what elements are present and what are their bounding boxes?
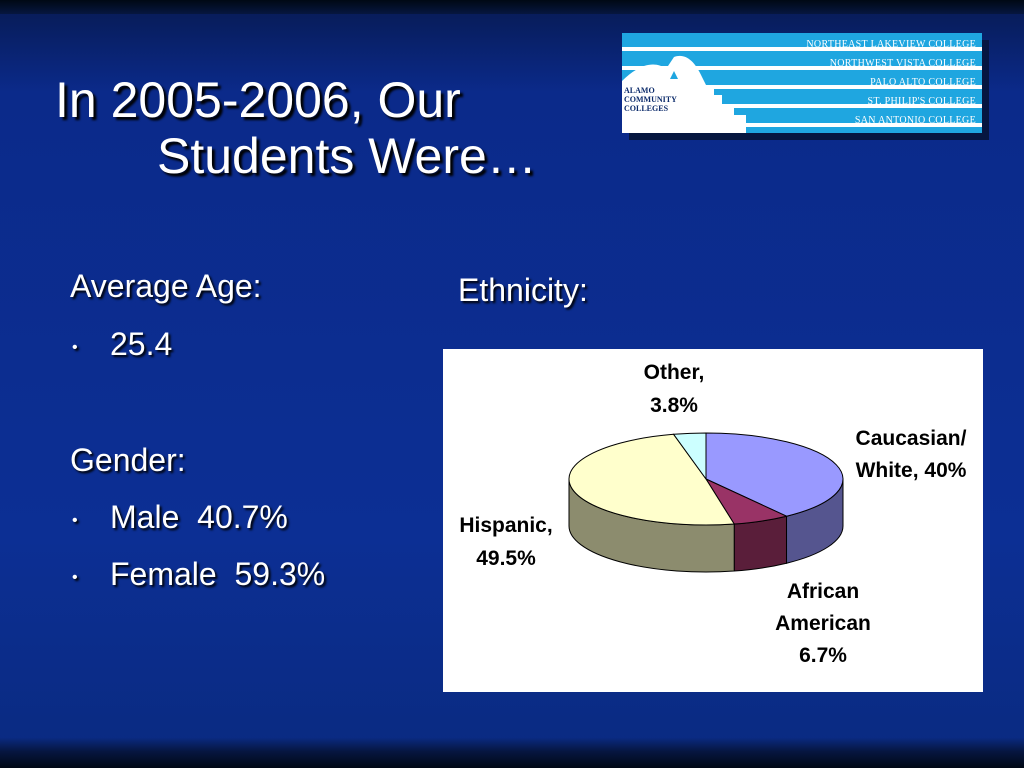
logo-college-name: Northwest Vista College [829,58,976,69]
gender-female: • Female 59.3% [72,556,326,593]
gender-female-text: Female 59.3% [110,556,326,592]
gender-heading: Gender: [70,442,186,478]
ethnicity-pie-chart: Caucasian/White, 40% African American 6.7% H… [443,349,983,692]
logo-college-name: San Antonio College [854,115,976,126]
pie-side-african-american [733,515,788,572]
top-bar [0,0,1024,14]
logo-college-names: Northeast Lakeview College Northwest Vis… [806,36,976,131]
logo-graphic [622,47,982,133]
pie-label-hispanic: Hispanic, [459,514,552,537]
pie-chart-svg: Caucasian/White, 40% African American 6.7% H… [459,361,967,667]
bullet-icon: • [72,569,78,586]
logo-college-name: Northeast Lakeview College [806,39,976,50]
pie-label-caucasian-white: White, 40% [856,459,967,482]
title-line-2: Students Were… [157,128,537,184]
pie-slice-caucasian-white [705,432,844,517]
bullet-icon: • [72,512,78,529]
average-age-value: • 25.4 [72,326,173,363]
average-age-heading: Average Age: [70,268,262,304]
gender-male: • Male 40.7% [72,499,288,536]
pie-label-african-american: 6.7% [799,644,847,667]
gender-male-text: Male 40.7% [110,499,288,535]
logo-college-name: St. Philip's College [867,96,976,107]
pie-label-other: 3.8% [650,394,698,417]
pie-slice-hispanic [568,433,736,526]
logo-college-name: Palo Alto College [870,77,976,88]
bottom-bar [0,738,1024,768]
bullet-icon: • [72,339,78,356]
alamo-colleges-logo: ALAMO COMMUNITY COLLEGES Northeast Lakev… [622,33,982,133]
pie-label-hispanic: 49.5% [476,547,536,570]
pie-label-african-american: American [775,612,871,635]
slide-title: In 2005-2006, Our Students Were… [55,72,537,184]
pie-label-african-american: African [787,580,859,603]
average-age-text: 25.4 [110,326,173,362]
logo-alamo-text: ALAMO COMMUNITY COLLEGES [624,86,677,113]
pie-label-caucasian-white: Caucasian/ [856,427,967,450]
pie-slice-other [672,432,707,481]
pie-label-other: Other, [644,361,705,384]
title-line-1: In 2005-2006, Our [55,72,461,128]
ethnicity-heading: Ethnicity: [458,272,588,308]
